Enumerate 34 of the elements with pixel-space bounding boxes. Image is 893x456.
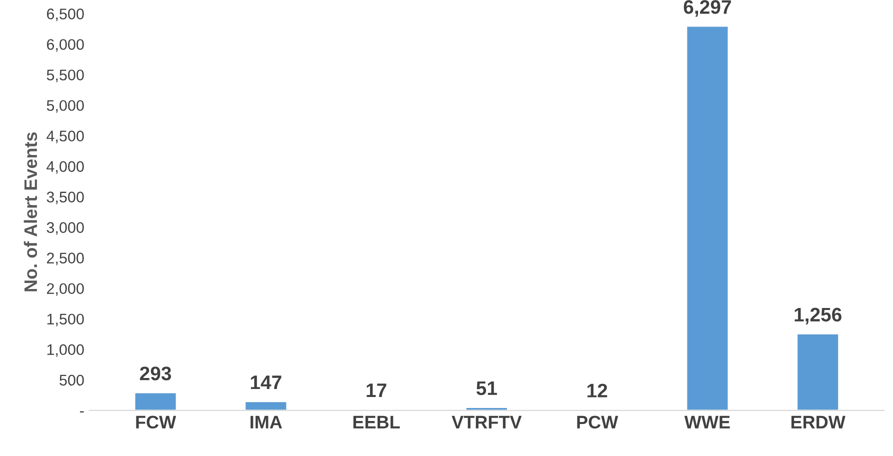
y-tick-label: 4,500 — [46, 130, 84, 144]
x-tick-label: FCW — [136, 416, 176, 429]
y-tick-label: 3,500 — [46, 192, 84, 204]
x-tick-label: WWE — [684, 416, 730, 428]
y-tick-label: 5,500 — [46, 70, 84, 82]
bar — [796, 333, 840, 410]
y-tick-label: 6,000 — [46, 39, 84, 52]
y-tick-label: 4,000 — [46, 161, 84, 174]
y-tick-label: 1,000 — [47, 344, 84, 357]
x-tick-label: ERDW — [791, 416, 846, 428]
data-label: 12 — [587, 384, 608, 398]
y-tick-label: 3,000 — [46, 222, 84, 235]
y-tick-label: 6,500 — [46, 8, 84, 22]
y-tick-label: 5,000 — [46, 100, 84, 113]
bar — [244, 400, 288, 410]
data-label: 6,297 — [684, 0, 731, 17]
y-tick-label: 500 — [60, 374, 84, 386]
y-axis-title: No. of Alert Events — [24, 132, 38, 292]
y-tick-label: 2,500 — [46, 252, 84, 266]
bar — [465, 406, 508, 410]
x-tick-label: EEBL — [353, 416, 400, 428]
data-label: 51 — [476, 382, 497, 396]
x-tick-label: PCW — [577, 416, 618, 429]
data-label: 1,256 — [794, 308, 842, 324]
data-label: 17 — [366, 384, 386, 397]
bar — [134, 392, 178, 410]
x-tick-label: IMA — [250, 416, 282, 428]
data-label: 293 — [140, 366, 172, 380]
y-tick-label: 2,000 — [46, 283, 84, 296]
y-tick-label: - — [80, 411, 84, 412]
data-label: 147 — [250, 376, 282, 390]
bar — [686, 25, 730, 410]
y-tick-label: 1,500 — [47, 314, 84, 326]
x-tick-label: VTRFTV — [452, 416, 522, 428]
